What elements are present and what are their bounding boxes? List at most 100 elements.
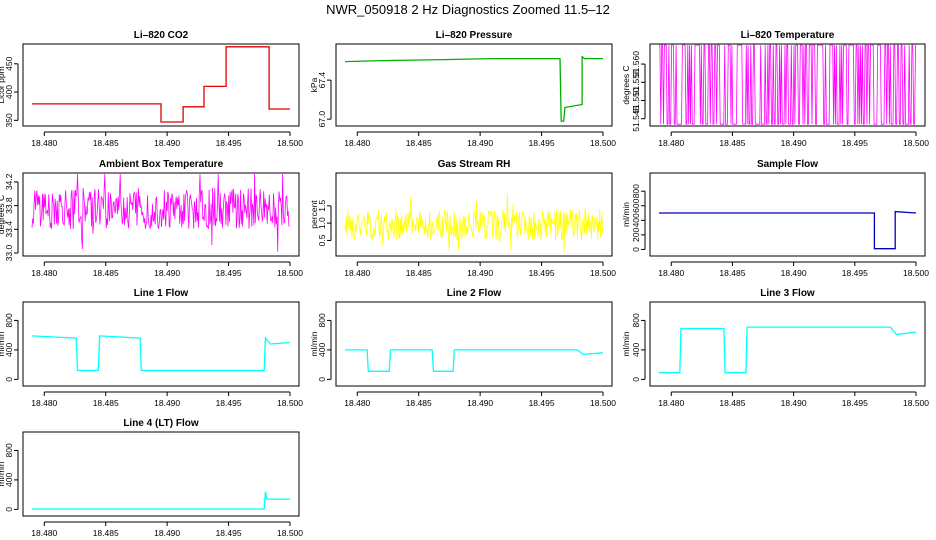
y-tick-label: 0 <box>631 377 641 382</box>
x-tick-label: 18.495 <box>216 528 242 538</box>
x-tick-label: 18.480 <box>31 528 57 538</box>
x-tick-label: 18.485 <box>719 268 745 278</box>
y-tick-label: 800 <box>4 443 14 457</box>
x-tick-label: 18.480 <box>658 138 684 148</box>
y-axis-label: ml/min <box>621 202 631 227</box>
x-tick-label: 18.480 <box>344 398 370 408</box>
series-line <box>31 335 291 372</box>
x-tick-label: 18.500 <box>590 268 616 278</box>
x-tick-label: 18.490 <box>154 398 180 408</box>
series-line <box>344 55 603 122</box>
x-tick-label: 18.485 <box>406 138 432 148</box>
series-line <box>659 210 917 250</box>
x-tick-label: 18.500 <box>903 398 929 408</box>
x-tick-label: 18.490 <box>467 398 493 408</box>
series-line <box>659 326 917 374</box>
x-axis: 18.480 18.485 18.490 18.495 18.500 <box>344 131 616 148</box>
x-tick-label: 18.490 <box>154 268 180 278</box>
x-tick-label: 18.495 <box>842 398 868 408</box>
y-axis: 350 400 450 <box>4 56 19 127</box>
y-axis: 0 400 800 <box>317 313 332 382</box>
y-tick-label: 34.2 <box>4 173 14 190</box>
x-tick-label: 18.500 <box>277 528 303 538</box>
chart-panel-8: Line 2 Flow 18.480 18.485 18.490 18.495 18.50… <box>309 288 616 408</box>
y-tick-label: 400 <box>4 473 14 487</box>
series-line <box>31 173 290 252</box>
y-axis: 0 400 800 <box>631 313 646 382</box>
y-tick-label: 33.0 <box>4 244 14 261</box>
x-tick-label: 18.500 <box>903 268 929 278</box>
x-tick-label: 18.495 <box>216 138 242 148</box>
chart-panel-10: Line 4 (LT) Flow 18.480 18.485 18.490 18.495… <box>0 418 303 538</box>
y-tick-label: 0 <box>631 247 641 252</box>
x-tick-label: 18.485 <box>93 268 119 278</box>
plot-frame <box>335 43 613 127</box>
x-tick-label: 18.480 <box>344 138 370 148</box>
y-tick-label: 800 <box>631 313 641 327</box>
x-tick-label: 18.490 <box>467 138 493 148</box>
y-tick-label: 67.4 <box>317 72 327 89</box>
x-tick-label: 18.490 <box>467 268 493 278</box>
y-tick-label: 200 <box>631 228 641 242</box>
plot-frame <box>335 301 613 387</box>
x-axis: 18.480 18.485 18.490 18.495 18.500 <box>344 261 616 278</box>
x-tick-label: 18.495 <box>529 268 555 278</box>
chart-title: Sample Flow <box>757 159 818 170</box>
y-axis: 0 400 800 <box>4 313 19 382</box>
x-tick-label: 18.495 <box>842 268 868 278</box>
x-axis: 18.480 18.485 18.490 18.495 18.500 <box>658 131 929 148</box>
x-tick-label: 18.480 <box>344 268 370 278</box>
y-tick-label: 33.4 <box>4 221 14 238</box>
x-tick-label: 18.485 <box>93 398 119 408</box>
y-axis-label: degrees C <box>0 195 6 234</box>
y-tick-label: 600 <box>631 198 641 212</box>
x-axis: 18.480 18.485 18.490 18.495 18.500 <box>658 261 929 278</box>
x-tick-label: 18.490 <box>781 268 807 278</box>
x-tick-label: 18.485 <box>406 268 432 278</box>
x-axis: 18.480 18.485 18.490 18.495 18.500 <box>31 521 303 538</box>
y-axis: 0.5 1.0 1.5 <box>317 200 332 246</box>
y-axis-label: ml/min <box>621 331 631 356</box>
plot-frame <box>649 172 926 257</box>
x-tick-label: 18.485 <box>93 528 119 538</box>
plot-frame <box>22 301 300 387</box>
x-tick-label: 18.480 <box>658 398 684 408</box>
chart-panel-6: Sample Flow 18.480 18.485 18.490 18.495 18.50… <box>621 159 929 278</box>
x-tick-label: 18.490 <box>781 398 807 408</box>
y-tick-label: 51.550 <box>631 87 641 113</box>
y-tick-label: 400 <box>4 85 14 99</box>
y-axis-label: ml/min <box>0 331 6 356</box>
y-tick-label: 800 <box>631 184 641 198</box>
plot-frame <box>649 301 926 387</box>
x-tick-label: 18.500 <box>277 268 303 278</box>
series-line <box>345 349 604 372</box>
x-tick-label: 18.500 <box>277 398 303 408</box>
chart-panel-7: Line 1 Flow 18.480 18.485 18.490 18.495 18.50… <box>0 288 303 408</box>
chart-panel-4: Ambient Box Temperature 18.480 18.485 18.49… <box>0 159 303 278</box>
y-tick-label: 1.0 <box>317 217 327 229</box>
y-tick-label: 400 <box>4 343 14 357</box>
x-tick-label: 18.495 <box>529 398 555 408</box>
x-tick-label: 18.495 <box>216 268 242 278</box>
y-tick-label: 51.545 <box>631 105 641 131</box>
x-axis: 18.480 18.485 18.490 18.495 18.500 <box>31 391 303 408</box>
y-axis-label: ml/min <box>0 461 6 486</box>
series-line <box>659 44 916 125</box>
chart-title: Li–820 CO2 <box>134 30 189 41</box>
x-tick-label: 18.485 <box>719 398 745 408</box>
y-axis-label: Licor ppm <box>0 66 6 103</box>
chart-title: Line 1 Flow <box>134 288 189 299</box>
y-tick-label: 1.5 <box>317 200 327 212</box>
x-axis: 18.480 18.485 18.490 18.495 18.500 <box>31 131 303 148</box>
x-tick-label: 18.490 <box>781 138 807 148</box>
x-tick-label: 18.485 <box>93 138 119 148</box>
x-tick-label: 18.495 <box>842 138 868 148</box>
x-tick-label: 18.490 <box>154 528 180 538</box>
x-tick-label: 18.480 <box>31 268 57 278</box>
y-tick-label: 800 <box>4 313 14 327</box>
x-tick-label: 18.485 <box>406 398 432 408</box>
